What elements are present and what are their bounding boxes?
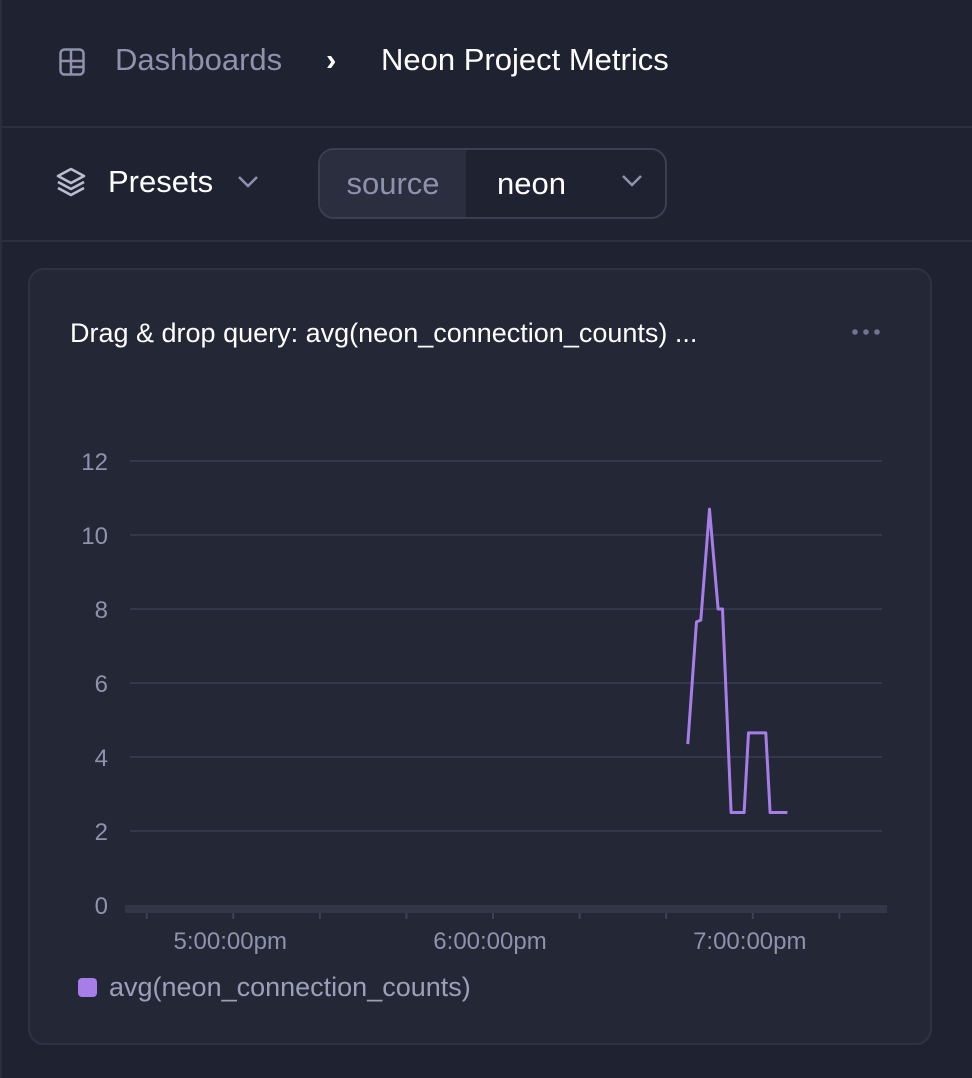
y-tick-label: 8	[95, 597, 108, 624]
y-tick-label: 2	[95, 819, 108, 846]
x-tick-label: 7:00:00pm	[693, 928, 806, 955]
y-tick-label: 4	[95, 745, 108, 772]
page-title: Neon Project Metrics	[381, 42, 669, 77]
x-tick-label: 6:00:00pm	[433, 928, 546, 955]
line-chart: 0 2 4 6 8 10 12 5:00:00pm 6:00:00pm 7:00:00pm	[81, 449, 887, 955]
y-tick-label: 6	[95, 671, 108, 698]
filter-value-select[interactable]: neon	[466, 150, 665, 217]
legend-label[interactable]: avg(neon_connection_counts)	[109, 972, 471, 1002]
y-tick-label: 10	[81, 523, 108, 550]
filter-value: neon	[497, 165, 566, 201]
source-filter[interactable]: source neon	[318, 148, 667, 219]
window-edge	[0, 0, 2, 1078]
filter-key: source	[320, 150, 466, 217]
series-line	[686, 507, 788, 814]
chevron-down-icon	[622, 175, 642, 187]
presets-label: Presets	[108, 164, 214, 199]
legend-swatch	[78, 978, 97, 997]
y-tick-label: 12	[81, 449, 108, 476]
more-horizontal-icon[interactable]	[850, 322, 882, 342]
toolbar: Presets source neon	[0, 128, 972, 242]
chevron-down-icon	[238, 176, 258, 188]
x-tick-label: 5:00:00pm	[174, 928, 287, 955]
panel-title: Drag & drop query: avg(neon_connection_c…	[70, 318, 698, 348]
chart-panel: Drag & drop query: avg(neon_connection_c…	[28, 268, 932, 1045]
presets-dropdown[interactable]: Presets	[54, 164, 259, 200]
layers-icon	[56, 167, 86, 197]
y-tick-label: 0	[95, 893, 108, 920]
dashboard-grid-icon	[59, 48, 85, 76]
breadcrumb-dashboards-link[interactable]: Dashboards	[115, 42, 283, 77]
chart-legend: avg(neon_connection_counts)	[78, 972, 471, 1003]
breadcrumb-separator: ›	[326, 42, 337, 77]
breadcrumb: Dashboards › Neon Project Metrics	[0, 0, 972, 128]
x-axis-bar	[125, 905, 887, 913]
